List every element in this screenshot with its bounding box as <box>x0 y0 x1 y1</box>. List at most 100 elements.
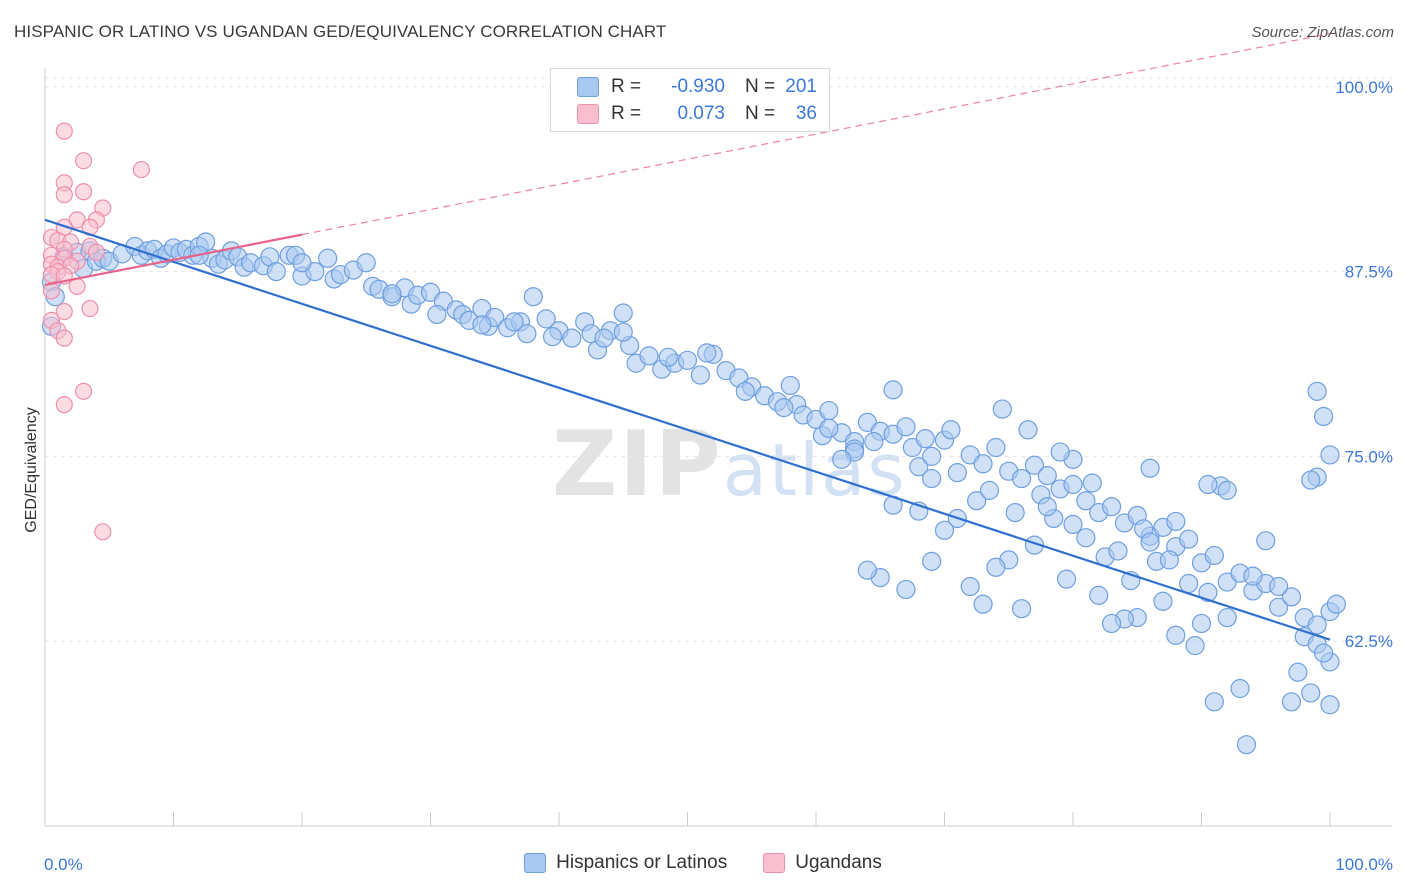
hispanic-point <box>735 381 755 401</box>
hispanic-point <box>517 324 537 344</box>
x-tick-label-max: 100.0% <box>1335 855 1393 874</box>
hispanic-point <box>1082 473 1102 493</box>
hispanic-point <box>1166 511 1186 532</box>
ugandan-point <box>55 302 73 321</box>
hispanic-point <box>1140 532 1160 552</box>
hispanic-trend-line <box>44 218 1331 641</box>
hispanic-point <box>819 418 839 438</box>
y-tick-label: 62.5% <box>1345 632 1393 651</box>
hispanic-point <box>864 432 884 452</box>
hispanic-point <box>427 304 447 325</box>
legend-swatch-blue <box>577 77 599 97</box>
bottom-legend-label: Hispanics or Latinos <box>556 852 728 873</box>
hispanic-point <box>1076 491 1096 511</box>
ugandan-point <box>74 382 93 400</box>
hispanic-point <box>1307 615 1327 635</box>
hispanic-point <box>1063 474 1083 495</box>
hispanic-point <box>1288 662 1308 682</box>
source-label: Source: ZipAtlas.com <box>1251 24 1394 41</box>
hispanic-point <box>1005 502 1025 523</box>
hispanic-point <box>1018 420 1038 440</box>
legend-n-value: 201 <box>785 76 817 97</box>
hispanic-point <box>1320 445 1340 465</box>
legend-r-label: R = <box>611 103 642 124</box>
hispanic-point <box>639 346 659 366</box>
ugandan-point <box>55 122 73 140</box>
hispanic-point <box>1326 594 1347 614</box>
hispanic-point <box>1089 585 1109 605</box>
hispanic-point <box>1217 480 1237 500</box>
hispanic-point <box>318 248 338 268</box>
hispanic-point <box>1281 692 1302 712</box>
hispanic-point <box>1101 497 1122 517</box>
legend: R = -0.930 N = 201 R = 0.073 N = 36 <box>550 68 830 132</box>
legend-n-label: N = <box>745 103 776 124</box>
hispanic-point <box>992 399 1012 419</box>
hispanic-point <box>986 437 1006 458</box>
hispanic-point <box>922 446 942 466</box>
bottom-legend: Hispanics or Latinos Ugandans <box>0 852 1406 874</box>
hispanic-point <box>883 380 903 400</box>
legend-r-value: 0.073 <box>677 103 725 124</box>
hispanic-point <box>1037 497 1057 517</box>
hispanic-point <box>857 560 878 580</box>
hispanic-point <box>1217 607 1237 628</box>
hispanic-point <box>472 315 492 335</box>
hispanic-point <box>896 417 916 437</box>
hispanic-point <box>1076 528 1096 548</box>
hispanic-point <box>382 284 402 304</box>
watermark-zip: ZIP <box>552 412 723 517</box>
y-tick-label: 87.5% <box>1345 263 1393 282</box>
bottom-legend-item-hispanic: Hispanics or Latinos <box>524 852 727 874</box>
hispanic-point <box>594 328 614 348</box>
hispanic-point <box>1204 692 1224 712</box>
hispanic-point <box>774 398 794 418</box>
hispanic-point <box>973 454 993 474</box>
hispanic-point <box>1320 695 1340 715</box>
hispanic-point <box>1301 683 1321 703</box>
hispanic-point <box>973 594 993 614</box>
hispanic-point <box>909 457 929 477</box>
hispanic-point <box>941 420 961 440</box>
hispanic-point <box>1037 466 1057 486</box>
hispanic-point <box>922 551 942 571</box>
hispanic-point <box>677 350 698 370</box>
hispanic-point <box>1166 625 1186 645</box>
hispanic-point <box>915 429 935 449</box>
ugandan-trend-line <box>44 233 303 286</box>
hispanic-point <box>1101 613 1122 634</box>
legend-n-label: N = <box>745 76 776 97</box>
hispanic-point <box>1198 582 1218 603</box>
hispanic-point <box>979 480 1000 500</box>
ugandan-point <box>94 523 112 541</box>
hispanic-point <box>1230 678 1250 699</box>
hispanic-point <box>947 463 967 483</box>
hispanic-point <box>1050 442 1070 462</box>
hispanic-point <box>967 491 987 511</box>
bottom-legend-item-ugandan: Ugandans <box>763 852 882 874</box>
ugandan-point <box>74 152 93 170</box>
hispanic-point <box>1198 474 1218 495</box>
legend-row-hispanic: R = -0.930 N = 201 <box>577 75 817 99</box>
hispanic-point <box>658 347 678 367</box>
hispanic-point <box>613 303 633 323</box>
hispanic-point <box>690 365 710 385</box>
bottom-legend-label: Ugandans <box>795 852 882 873</box>
hispanic-point <box>536 309 556 329</box>
hispanic-point <box>1307 381 1327 401</box>
hispanic-point <box>960 576 980 597</box>
hispanic-point <box>1159 550 1179 570</box>
legend-r-value: -0.930 <box>671 76 725 97</box>
hispanic-point <box>504 312 524 332</box>
hispanic-point <box>562 328 582 348</box>
hispanic-point <box>266 261 286 282</box>
ugandan-point <box>55 186 73 204</box>
hispanic-point <box>1313 406 1334 427</box>
ugandan-point <box>81 299 99 318</box>
y-tick-label: 75.0% <box>1345 447 1393 466</box>
bottom-legend-swatch-blue <box>524 853 547 873</box>
hispanic-point <box>1024 455 1045 475</box>
hispanic-point <box>832 449 852 469</box>
hispanic-point <box>613 322 633 342</box>
